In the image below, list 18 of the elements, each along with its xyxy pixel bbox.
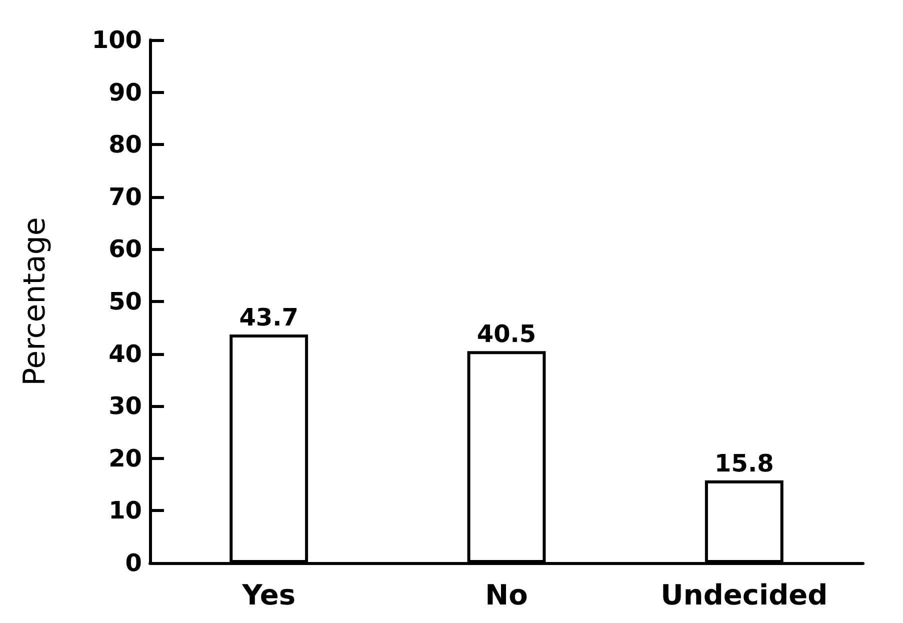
x-tick-label: Yes	[241, 578, 296, 612]
y-tick-label: 100	[92, 26, 142, 54]
y-axis-title: Percentage	[18, 217, 52, 386]
y-tick-label: 60	[108, 235, 142, 264]
data-label: 43.7	[239, 303, 298, 332]
y-tick-label: 50	[108, 288, 142, 316]
y-tick-label: 10	[108, 496, 142, 525]
y-tick-label: 80	[108, 130, 142, 159]
y-tick-label: 30	[108, 392, 142, 420]
y-tick-label: 0	[125, 549, 142, 577]
data-label: 15.8	[714, 449, 774, 478]
x-tick-label: Undecided	[660, 578, 828, 612]
y-tick-label: 20	[108, 444, 142, 472]
data-label: 40.5	[476, 320, 536, 348]
x-tick-label: No	[485, 578, 528, 612]
y-tick-label: 40	[108, 340, 142, 368]
y-tick-label: 70	[108, 182, 142, 211]
y-tick-label: 90	[108, 78, 142, 106]
